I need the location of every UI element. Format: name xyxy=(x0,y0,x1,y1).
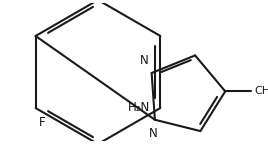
Text: H₂N: H₂N xyxy=(128,101,150,114)
Text: N: N xyxy=(149,127,158,140)
Text: CH₃: CH₃ xyxy=(254,86,268,96)
Text: F: F xyxy=(39,116,45,129)
Text: N: N xyxy=(140,54,148,67)
